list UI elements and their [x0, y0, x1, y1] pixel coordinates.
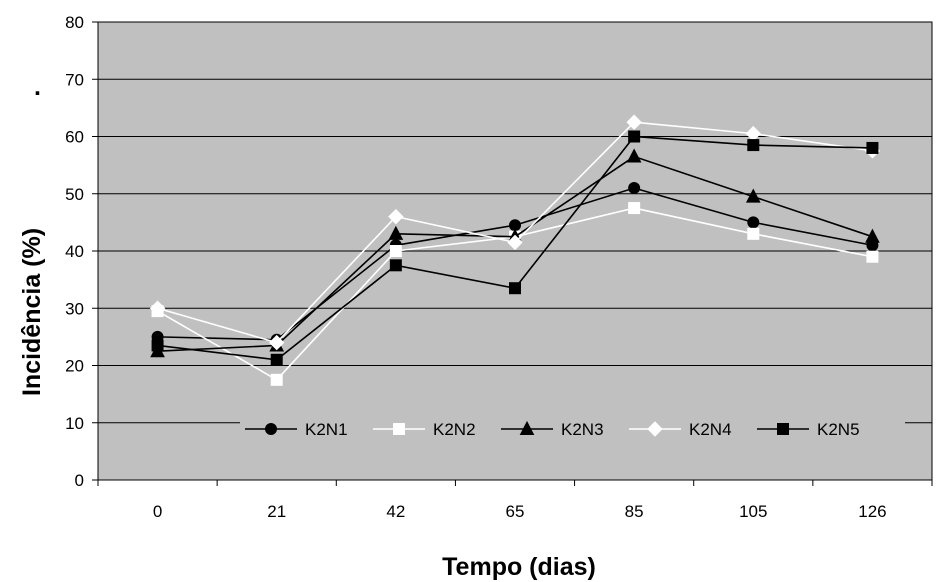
data-point-k2n3: [745, 188, 761, 203]
legend-label-k2n2: K2N2: [433, 420, 476, 439]
data-point-k2n4: [626, 114, 642, 130]
x-tick-label: 42: [386, 502, 405, 521]
data-point-k2n3: [865, 228, 880, 243]
stray-mark: .: [34, 73, 41, 101]
series-group: [149, 114, 881, 386]
y-tick-label: 30: [65, 299, 84, 318]
data-point-k2n2: [747, 227, 760, 240]
data-point-k2n5: [270, 353, 283, 366]
data-point-k2n5: [151, 339, 164, 352]
y-tick-label: 10: [65, 414, 84, 433]
data-point-k2n3: [626, 148, 642, 163]
legend-marker-k2n1: [265, 423, 277, 435]
data-point-k2n4: [388, 208, 404, 225]
data-point-k2n5: [747, 139, 760, 152]
legend-label-k2n1: K2N1: [305, 420, 348, 439]
x-axis-ticks: 0 21 42 65 85 105 126: [97, 480, 933, 521]
data-point-k2n3: [388, 225, 404, 240]
data-point-k2n5: [509, 282, 521, 295]
data-point-k2n4: [269, 334, 285, 351]
data-point-k2n2: [866, 250, 879, 263]
x-tick-label: 21: [267, 502, 286, 521]
y-tick-label: 20: [65, 357, 84, 376]
x-tick-label: 85: [625, 502, 644, 521]
legend-marker-k2n5: [777, 423, 789, 435]
data-point-k2n2: [628, 202, 641, 215]
legend-label-k2n5: K2N5: [817, 420, 860, 439]
y-tick-label: 70: [65, 70, 84, 89]
data-point-k2n1: [747, 216, 760, 229]
data-point-k2n2: [270, 373, 283, 386]
y-tick-label: 40: [65, 242, 84, 261]
legend: K2N1 K2N2 K2N3 K2N4 K2N5: [240, 414, 905, 444]
x-axis-title: Tempo (dias): [442, 553, 596, 581]
x-tick-label: 105: [739, 502, 767, 521]
x-tick-label: 126: [858, 502, 886, 521]
data-point-k2n5: [866, 141, 879, 154]
legend-label-k2n4: K2N4: [689, 420, 732, 439]
y-axis-ticks: 0 10 20 30 40 50 60 70 80: [65, 13, 98, 490]
data-point-k2n2: [389, 245, 402, 257]
data-point-k2n5: [389, 259, 402, 272]
y-tick-label: 0: [75, 471, 84, 490]
x-tick-label: 0: [153, 502, 162, 521]
data-point-k2n4: [149, 300, 166, 316]
y-tick-label: 60: [65, 128, 84, 147]
x-tick-label: 65: [506, 502, 525, 521]
data-point-k2n5: [628, 130, 641, 143]
data-point-k2n4: [507, 234, 523, 251]
legend-label-k2n3: K2N3: [561, 420, 604, 439]
legend-marker-k2n4: [647, 421, 663, 437]
data-point-k2n1: [628, 182, 641, 195]
legend-marker-k2n2: [393, 423, 405, 435]
legend-marker-k2n3: [519, 420, 535, 435]
series-k2n5: [151, 130, 879, 366]
y-axis-title: Incidência (%): [18, 228, 46, 396]
y-tick-label: 80: [65, 13, 84, 32]
y-tick-label: 50: [65, 185, 84, 204]
